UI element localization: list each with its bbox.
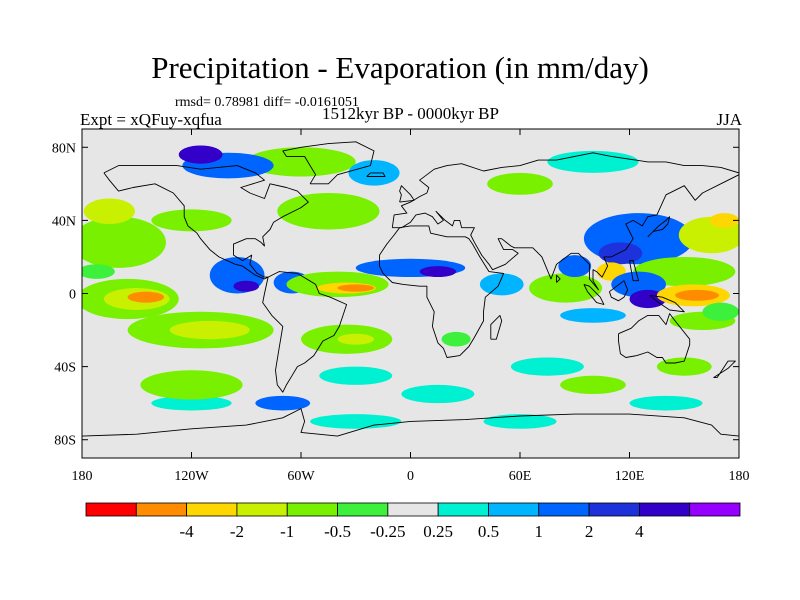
field-patch-4 xyxy=(246,147,356,177)
field-patch-31 xyxy=(558,255,592,278)
field-patch-46 xyxy=(629,395,703,411)
field-patch-47 xyxy=(151,395,232,411)
coastline-6 xyxy=(82,408,739,437)
colorbar-box-1 xyxy=(135,502,188,517)
field-patch-38 xyxy=(702,302,739,321)
colorbar-box-8 xyxy=(488,502,540,517)
field-patch-49 xyxy=(656,357,712,376)
coastline-0 xyxy=(103,165,309,280)
field-patch-34 xyxy=(629,289,666,309)
map-axes: 180 120W 60W 0 60E 120E 180 80N 40N 0 40S 80S xyxy=(52,129,750,484)
coastline-2 xyxy=(379,225,505,358)
coastline-4 xyxy=(618,313,691,364)
colorbar-label: -0.5 xyxy=(324,522,351,541)
coastline-7 xyxy=(583,283,605,305)
coastline-8 xyxy=(608,280,629,302)
field-patch-15 xyxy=(82,264,115,279)
field-patch-2 xyxy=(151,209,232,232)
field-patch-45 xyxy=(401,384,475,404)
field-patch-9 xyxy=(487,172,553,195)
field-patch-18 xyxy=(127,291,165,303)
lon-tick-label: 60E xyxy=(509,469,532,484)
coastline-14 xyxy=(713,360,736,379)
field-patch-53 xyxy=(483,414,557,429)
colorbar-box-5 xyxy=(337,502,389,517)
coastline-16 xyxy=(556,274,561,283)
field-patch-6 xyxy=(178,145,223,164)
colorbar-label: 0.25 xyxy=(423,522,453,541)
lat-tick-label: 40S xyxy=(54,361,76,376)
field-patch-29 xyxy=(479,273,524,296)
coastline-layer xyxy=(82,141,739,437)
lon-tick-label: 60W xyxy=(287,469,315,484)
colorbar-box-12 xyxy=(689,502,741,517)
season-label: JJA xyxy=(716,110,742,129)
lat-tick-label: 80S xyxy=(54,434,76,449)
colorbar-label: -2 xyxy=(230,522,244,541)
field-patch-30 xyxy=(529,273,603,303)
coastline-12 xyxy=(399,185,415,203)
colorbar-label: -4 xyxy=(180,522,195,541)
colorbar-box-10 xyxy=(588,502,640,517)
coastline-1 xyxy=(262,271,348,393)
field-patch-13 xyxy=(709,213,739,228)
field-patch-52 xyxy=(310,414,402,429)
colorbar-box-11 xyxy=(638,502,691,517)
colorbar-box-7 xyxy=(437,502,489,517)
lon-tick-label: 120W xyxy=(174,469,209,484)
colorbar-label: 0.5 xyxy=(478,522,499,541)
colorbar-box-0 xyxy=(85,502,137,517)
field-patch-28 xyxy=(419,266,457,278)
field-patch-11 xyxy=(598,242,643,265)
colorbar-box-9 xyxy=(538,502,590,517)
lat-tick-label: 80N xyxy=(52,141,76,156)
chart-title: Precipitation - Evaporation (in mm/day) xyxy=(151,50,649,85)
field-patch-22 xyxy=(233,280,260,292)
coastline-11 xyxy=(490,314,503,340)
field-patch-48 xyxy=(140,370,243,400)
colorbar-box-3 xyxy=(236,502,288,517)
coastline-5 xyxy=(282,141,375,185)
colorbar-label: 4 xyxy=(635,522,644,541)
period-label: 1512kyr BP - 0000kyr BP xyxy=(322,104,499,123)
stats-label: rmsd= 0.78981 diff= -0.0161051 xyxy=(175,95,359,110)
coastline-3 xyxy=(391,152,739,291)
colorbar-label: 2 xyxy=(585,522,594,541)
field-patch-42 xyxy=(441,331,471,347)
lat-tick-label: 0 xyxy=(69,288,76,303)
coastline-13 xyxy=(366,172,386,177)
colorbar-box-4 xyxy=(286,502,338,517)
field-patch-0 xyxy=(82,216,166,268)
colorbar-label: -0.25 xyxy=(370,522,405,541)
coastline-15 xyxy=(629,260,640,282)
lon-tick-label: 180 xyxy=(72,469,93,484)
field-patch-3 xyxy=(277,192,380,230)
lon-tick-label: 120E xyxy=(615,469,645,484)
coastline-9 xyxy=(649,294,685,313)
colorbar-label: -1 xyxy=(280,522,294,541)
colorbar-box-2 xyxy=(186,502,238,517)
lat-tick-label: 40N xyxy=(52,214,76,229)
colorbar-box-6 xyxy=(387,502,439,517)
field-patch-39 xyxy=(560,308,626,323)
field-patch-26 xyxy=(337,284,374,292)
field-patch-36 xyxy=(675,289,719,301)
coastline-10 xyxy=(647,216,671,238)
field-patch-1 xyxy=(83,198,135,225)
field-patch-20 xyxy=(169,320,250,340)
lon-tick-label: 180 xyxy=(729,469,750,484)
colorbar: -4 -2 -1 -0.5 -0.25 0.25 0.5 1 2 4 xyxy=(85,502,741,541)
field-patch-44 xyxy=(319,366,393,385)
field-patch-43 xyxy=(510,357,584,376)
field-patch-8 xyxy=(547,150,639,173)
lon-tick-label: 0 xyxy=(407,469,414,484)
experiment-label: Expt = xQFuy-xqfua xyxy=(80,110,222,129)
colorbar-label: 1 xyxy=(535,522,544,541)
field-patch-50 xyxy=(560,375,626,395)
field-patch-41 xyxy=(337,333,374,345)
field-patch-51 xyxy=(255,395,311,411)
